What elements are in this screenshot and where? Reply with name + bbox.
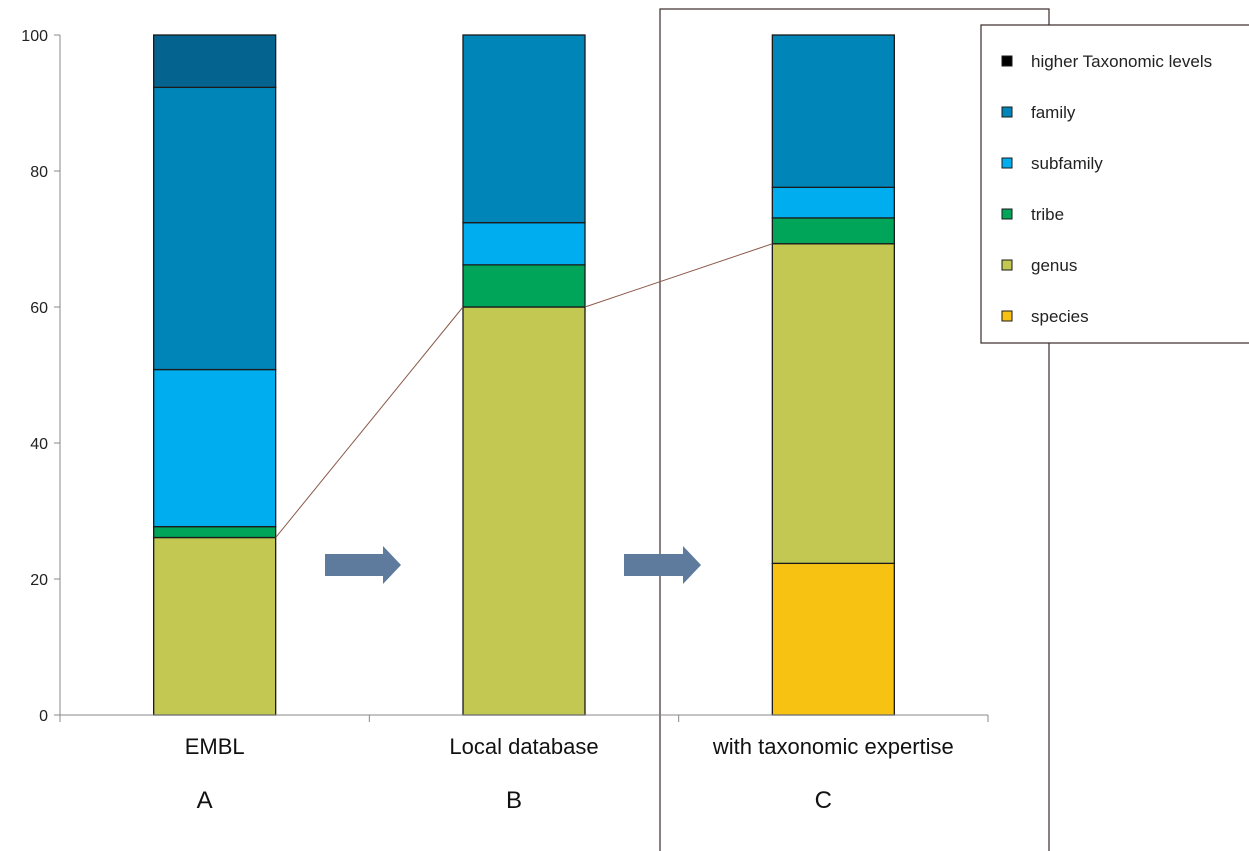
- bar-segment-subfamily: [771, 186, 895, 219]
- legend-swatch: [1001, 310, 1013, 322]
- y-tick-label: 60: [30, 300, 48, 317]
- category-label: with taxonomic expertise: [712, 734, 954, 759]
- category-label: EMBL: [185, 734, 245, 759]
- legend-label: tribe: [1031, 205, 1064, 224]
- bar-segment-subfamily: [153, 368, 277, 528]
- panel-letter-label: C: [815, 787, 832, 814]
- legend-swatch: [1001, 55, 1013, 67]
- x-tick-group: [59, 715, 989, 722]
- bars-group: [153, 34, 895, 716]
- bar-segment-genus: [462, 306, 586, 716]
- bar-segment-subfamily: [462, 222, 586, 266]
- y-tick-label: 0: [39, 708, 48, 725]
- panel-letter-label: B: [506, 787, 522, 814]
- y-tick-label: 80: [30, 164, 48, 181]
- legend-swatch: [1001, 208, 1013, 220]
- legend-label: higher Taxonomic levels: [1031, 52, 1212, 71]
- legend-label: species: [1031, 307, 1089, 326]
- connector-line: [584, 243, 773, 308]
- right-arrow-icon: [624, 546, 701, 584]
- bar-segment-higher-taxonomic-levels: [153, 34, 277, 89]
- bar-segment-family: [462, 34, 586, 224]
- bar-segment-genus: [771, 243, 895, 565]
- legend-label: family: [1031, 103, 1076, 122]
- bar-segment-family: [153, 86, 277, 371]
- legend-box: [980, 24, 1249, 344]
- legend-swatch: [1001, 106, 1013, 118]
- expertise-highlight-box: [659, 8, 1050, 851]
- y-tick-label: 100: [21, 28, 48, 45]
- legend: higher Taxonomic levels family subfamily tr…: [980, 24, 1249, 344]
- bar-segment-family: [771, 34, 895, 188]
- legend-label: genus: [1031, 256, 1077, 275]
- bar-segment-tribe: [462, 264, 586, 308]
- y-tick-label: 20: [30, 572, 48, 589]
- axes-group: [59, 35, 988, 716]
- y-tick-label: 40: [30, 436, 48, 453]
- y-tick-group: 0 20 40 60 80 100: [21, 28, 60, 725]
- bar-segment-tribe: [153, 525, 277, 539]
- legend-swatch: [1001, 259, 1013, 271]
- process-arrow-1: [325, 546, 401, 584]
- connector-lines: [275, 243, 773, 538]
- category-label: Local database: [449, 734, 598, 759]
- connector-line: [275, 306, 464, 538]
- bar-segment-species: [771, 562, 895, 716]
- bar-segment-genus: [153, 536, 277, 716]
- legend-label: subfamily: [1031, 154, 1103, 173]
- panel-letter-label: A: [197, 787, 213, 814]
- right-arrow-icon: [325, 546, 401, 584]
- bar-segment-tribe: [771, 217, 895, 245]
- process-arrow-2: [624, 546, 701, 584]
- legend-swatch: [1001, 157, 1013, 169]
